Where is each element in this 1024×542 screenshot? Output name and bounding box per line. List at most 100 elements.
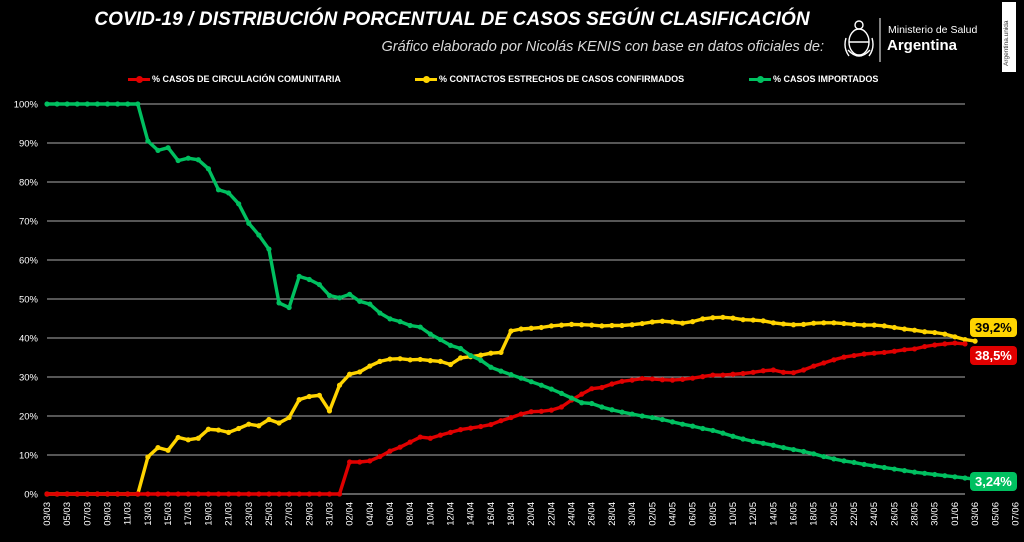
point-comunitaria (790, 370, 797, 376)
logo-ministerio-text: Ministerio de Salud (888, 24, 978, 36)
point-comunitaria (710, 372, 716, 378)
x-tick-label: 27/03 (284, 502, 295, 526)
point-importados (215, 187, 222, 193)
point-importados (427, 331, 433, 337)
x-tick-label: 26/05 (889, 502, 900, 526)
x-tick-label: 11/03 (123, 502, 134, 525)
point-importados (115, 101, 121, 107)
point-contactos (972, 338, 978, 344)
point-comunitaria (669, 377, 676, 383)
y-tick-label: 20% (19, 412, 39, 423)
x-tick-label: 28/04 (607, 502, 618, 526)
point-contactos (800, 321, 807, 327)
point-importados (367, 301, 373, 307)
point-contactos (599, 323, 605, 329)
point-importados (347, 291, 353, 297)
point-comunitaria (609, 381, 615, 387)
point-contactos (478, 352, 484, 358)
point-comunitaria (548, 407, 554, 413)
x-tick-label: 24/04 (567, 502, 578, 526)
point-contactos (377, 358, 383, 364)
x-tick-label: 30/05 (930, 502, 941, 526)
point-contactos (730, 315, 736, 321)
point-contactos (922, 329, 928, 335)
point-contactos (276, 420, 282, 426)
point-importados (357, 298, 363, 304)
point-comunitaria (437, 432, 444, 438)
point-importados (54, 101, 60, 107)
point-importados (236, 201, 242, 207)
point-importados (478, 357, 484, 363)
point-comunitaria (558, 404, 565, 410)
x-tick-label: 20/05 (829, 502, 840, 526)
point-importados (790, 446, 797, 453)
point-importados (165, 145, 171, 151)
point-comunitaria (659, 377, 665, 383)
x-tick-label: 21/03 (224, 502, 235, 526)
point-importados (619, 409, 625, 415)
point-comunitaria (427, 435, 433, 441)
y-tick-label: 80% (19, 178, 39, 189)
point-contactos (458, 355, 464, 361)
x-tick-label: 20/04 (526, 502, 537, 526)
point-comunitaria (458, 427, 464, 433)
point-importados (94, 101, 101, 107)
point-contactos (932, 329, 938, 336)
chart-title: COVID-19 / DISTRIBUCIÓN PORCENTUAL DE CA… (0, 9, 1024, 31)
point-comunitaria (901, 347, 908, 353)
point-importados (468, 352, 474, 359)
point-comunitaria (962, 341, 968, 347)
y-tick-label: 10% (19, 451, 39, 462)
point-importados (498, 368, 504, 374)
point-comunitaria (538, 408, 544, 414)
point-contactos (962, 336, 968, 343)
point-contactos (831, 320, 837, 326)
point-contactos (952, 334, 958, 340)
point-importados (286, 304, 292, 311)
point-comunitaria (347, 459, 353, 465)
point-contactos (901, 326, 908, 332)
x-tick-label: 13/03 (143, 502, 154, 526)
point-importados (447, 342, 454, 349)
point-comunitaria (155, 491, 161, 497)
point-comunitaria (599, 384, 605, 391)
legend-marker-contactos (415, 75, 437, 83)
point-contactos (750, 317, 756, 323)
x-tick-label: 08/05 (708, 502, 719, 526)
x-tick-label: 26/04 (587, 502, 598, 526)
point-comunitaria (205, 491, 212, 497)
point-importados (750, 438, 756, 444)
point-contactos (780, 321, 787, 327)
point-comunitaria (932, 342, 938, 348)
point-contactos (246, 421, 252, 427)
point-comunitaria (246, 491, 252, 497)
point-comunitaria (175, 491, 181, 497)
point-comunitaria (811, 363, 817, 369)
point-comunitaria (377, 453, 383, 460)
point-importados (841, 458, 847, 464)
point-importados (104, 101, 111, 107)
point-importados (760, 440, 766, 446)
point-importados (195, 157, 201, 163)
point-importados (740, 436, 746, 442)
point-importados (942, 473, 948, 479)
point-importados (639, 413, 645, 419)
point-importados (609, 407, 615, 413)
point-contactos (669, 319, 676, 325)
point-contactos (690, 319, 696, 325)
x-tick-label: 04/04 (365, 502, 376, 526)
x-tick-label: 10/05 (728, 502, 739, 526)
point-importados (528, 379, 534, 385)
point-importados (579, 400, 585, 406)
x-tick-label: 17/03 (183, 502, 194, 526)
point-importados (589, 400, 595, 407)
point-importados (649, 414, 655, 421)
point-contactos (881, 323, 887, 329)
point-comunitaria (841, 354, 847, 360)
legend-item-contactos: % CONTACTOS ESTRECHOS DE CASOS CONFIRMAD… (415, 72, 684, 86)
point-contactos (215, 427, 222, 433)
y-tick-label: 40% (19, 334, 39, 345)
chart-subtitle: Gráfico elaborado por Nicolás KENIS con … (381, 39, 825, 55)
y-tick-label: 100% (14, 100, 39, 111)
point-comunitaria (195, 491, 201, 497)
